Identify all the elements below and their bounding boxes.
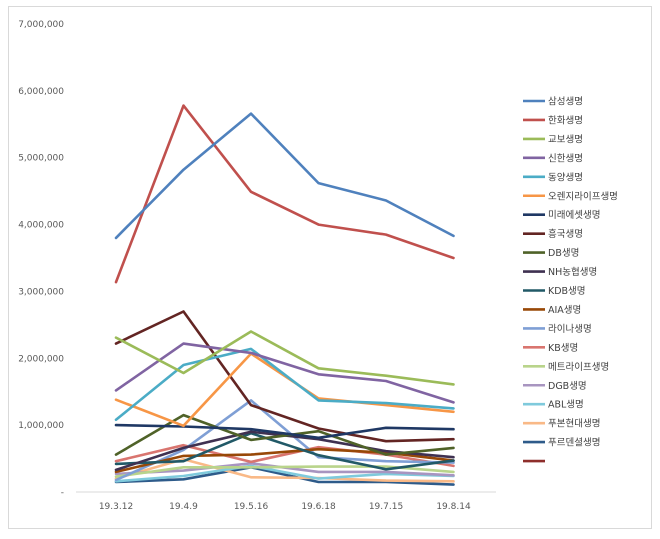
- series-line: [114, 443, 455, 468]
- y-tick-label: 7,000,000: [18, 20, 64, 30]
- series-line: [114, 465, 455, 486]
- x-tick-label: 19.8.14: [436, 502, 471, 512]
- series-line: [114, 399, 455, 482]
- series-line: [114, 431, 455, 471]
- legend-label: 동양생명: [548, 172, 583, 183]
- y-tick-label: 4,000,000: [18, 221, 64, 231]
- x-tick-label: 19.7.15: [369, 502, 403, 512]
- legend-label: 삼성생명: [548, 97, 583, 108]
- legend-label: 미래에셋생명: [548, 210, 600, 221]
- series-line: [114, 330, 455, 386]
- x-tick-label: 19.3.12: [99, 502, 133, 512]
- y-tick-label: 6,000,000: [18, 87, 64, 97]
- y-tick-label: -: [61, 488, 64, 498]
- legend-label: 흥국생명: [548, 228, 583, 240]
- x-tick-label: 19.5.16: [234, 502, 269, 512]
- x-tick-label: 19.4.9: [169, 502, 198, 512]
- y-tick-label: 3,000,000: [18, 287, 64, 297]
- x-tick-label: 19.6.18: [301, 502, 336, 512]
- series-line: [114, 464, 455, 483]
- legend-label: 푸르덴셜생명: [548, 438, 600, 449]
- y-tick-label: 5,000,000: [18, 154, 64, 164]
- legend-label: ABL생명: [548, 400, 584, 411]
- legend-label: 푸본현대생명: [548, 419, 600, 430]
- series-lines: [114, 104, 455, 486]
- legend-label: DGB생명: [548, 381, 587, 392]
- series-line: [114, 347, 455, 422]
- series-line: [114, 423, 455, 440]
- y-tick-label: 1,000,000: [18, 421, 64, 431]
- legend-label: AIA생명: [548, 305, 581, 316]
- series-line: [114, 112, 455, 240]
- series-line: [114, 342, 455, 404]
- legend-label: 라이나생명: [548, 324, 592, 335]
- legend-label: KDB생명: [548, 286, 586, 297]
- legend-label: DB생명: [548, 248, 579, 259]
- series-line: [114, 104, 455, 284]
- x-axis: 19.3.12 19.4.9 19.5.16 19.6.18 19.7.15 19.8.1…: [76, 491, 496, 512]
- legend-label: 한화생명: [548, 115, 583, 126]
- legend-label: 교보생명: [548, 134, 583, 145]
- legend-label: NH농협생명: [548, 266, 597, 278]
- series-line: [114, 310, 455, 443]
- legend-label: 신한생명: [548, 153, 583, 164]
- legend-label: KB생명: [548, 343, 578, 354]
- legend-label: 오렌지라이프생명: [548, 191, 618, 202]
- y-tick-label: 2,000,000: [18, 354, 64, 364]
- legend-label: 메트라이프생명: [548, 362, 609, 373]
- y-axis-ticks: - 1,000,000 2,000,000 3,000,000 4,000,000 5,0…: [18, 20, 64, 498]
